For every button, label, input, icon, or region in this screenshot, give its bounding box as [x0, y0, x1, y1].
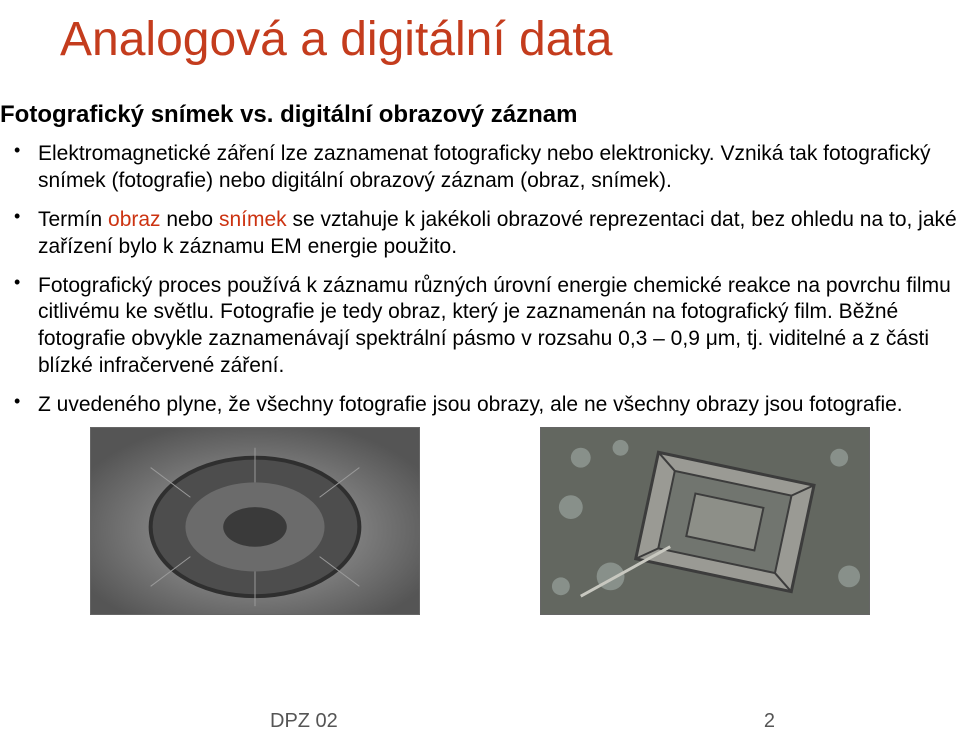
image-row — [0, 427, 960, 615]
aerial-image-left — [90, 427, 420, 615]
footer-page-number: 2 — [764, 710, 775, 733]
aerial-image-right — [540, 427, 870, 615]
bullet-item: Fotografický proces používá k záznamu rů… — [8, 267, 958, 387]
bullet-text-highlight: snímek — [219, 208, 287, 231]
slide-title: Analogová a digitální data — [0, 0, 960, 77]
slide: Analogová a digitální data Fotografický … — [0, 0, 960, 739]
bullet-text-pre: Termín — [38, 208, 108, 231]
bullet-list: Elektromagnetické záření lze zaznamenat … — [0, 135, 960, 425]
bullet-text-mid: nebo — [161, 208, 219, 231]
bullet-text-highlight: obraz — [108, 208, 161, 231]
bullet-text: Elektromagnetické záření lze zaznamenat … — [38, 142, 931, 192]
bullet-item: Termín obraz nebo snímek se vztahuje k j… — [8, 201, 958, 267]
bullet-item: Z uvedeného plyne, že všechny fotografie… — [8, 386, 958, 425]
bullet-item: Elektromagnetické záření lze zaznamenat … — [8, 135, 958, 201]
slide-subtitle: Fotografický snímek vs. digitální obrazo… — [0, 77, 960, 135]
bullet-text: Fotografický proces používá k záznamu rů… — [38, 274, 951, 378]
bullet-text: Z uvedeného plyne, že všechny fotografie… — [38, 393, 903, 416]
footer: DPZ 02 2 — [0, 710, 960, 739]
footer-left: DPZ 02 — [270, 710, 338, 733]
